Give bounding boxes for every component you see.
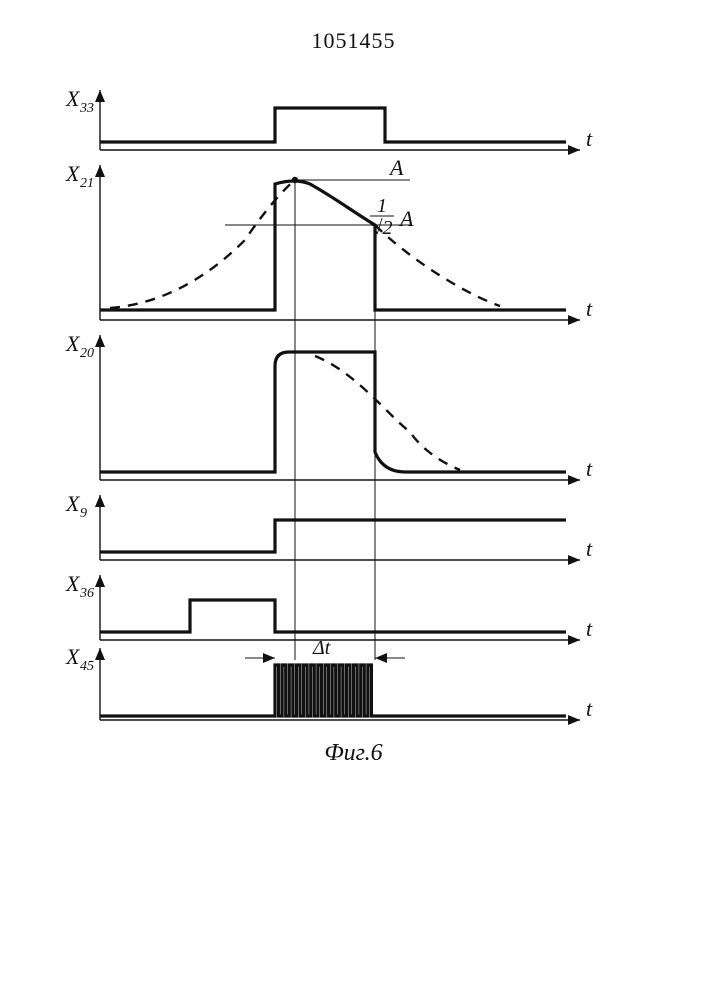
x45-tlabel: t bbox=[586, 696, 593, 721]
x45-ylabel: X bbox=[65, 644, 81, 669]
x36-tlabel: t bbox=[586, 616, 593, 641]
svg-text:√2: √2 bbox=[372, 217, 393, 239]
x36-ylabel: X bbox=[65, 571, 81, 596]
svg-text:33: 33 bbox=[79, 101, 94, 116]
svg-text:45: 45 bbox=[80, 659, 94, 674]
timing-diagram: X33tX21tX20tX9tX36tX45tΔtA1√2A bbox=[0, 0, 707, 1000]
x9-ylabel: X bbox=[65, 491, 81, 516]
svg-text:21: 21 bbox=[80, 176, 94, 191]
x9-tlabel: t bbox=[586, 536, 593, 561]
svg-text:A: A bbox=[398, 206, 414, 231]
svg-text:1: 1 bbox=[377, 195, 387, 217]
x21-ylabel: X bbox=[65, 161, 81, 186]
x20-tlabel: t bbox=[586, 456, 593, 481]
svg-text:36: 36 bbox=[79, 586, 94, 601]
x21-tlabel: t bbox=[586, 296, 593, 321]
x20-ylabel: X bbox=[65, 331, 81, 356]
svg-text:9: 9 bbox=[80, 506, 87, 521]
x33-ylabel: X bbox=[65, 86, 81, 111]
amplitude-A-label: A bbox=[388, 155, 404, 180]
x33-tlabel: t bbox=[586, 126, 593, 151]
delta-t-label: Δt bbox=[312, 637, 331, 659]
svg-text:20: 20 bbox=[80, 346, 94, 361]
